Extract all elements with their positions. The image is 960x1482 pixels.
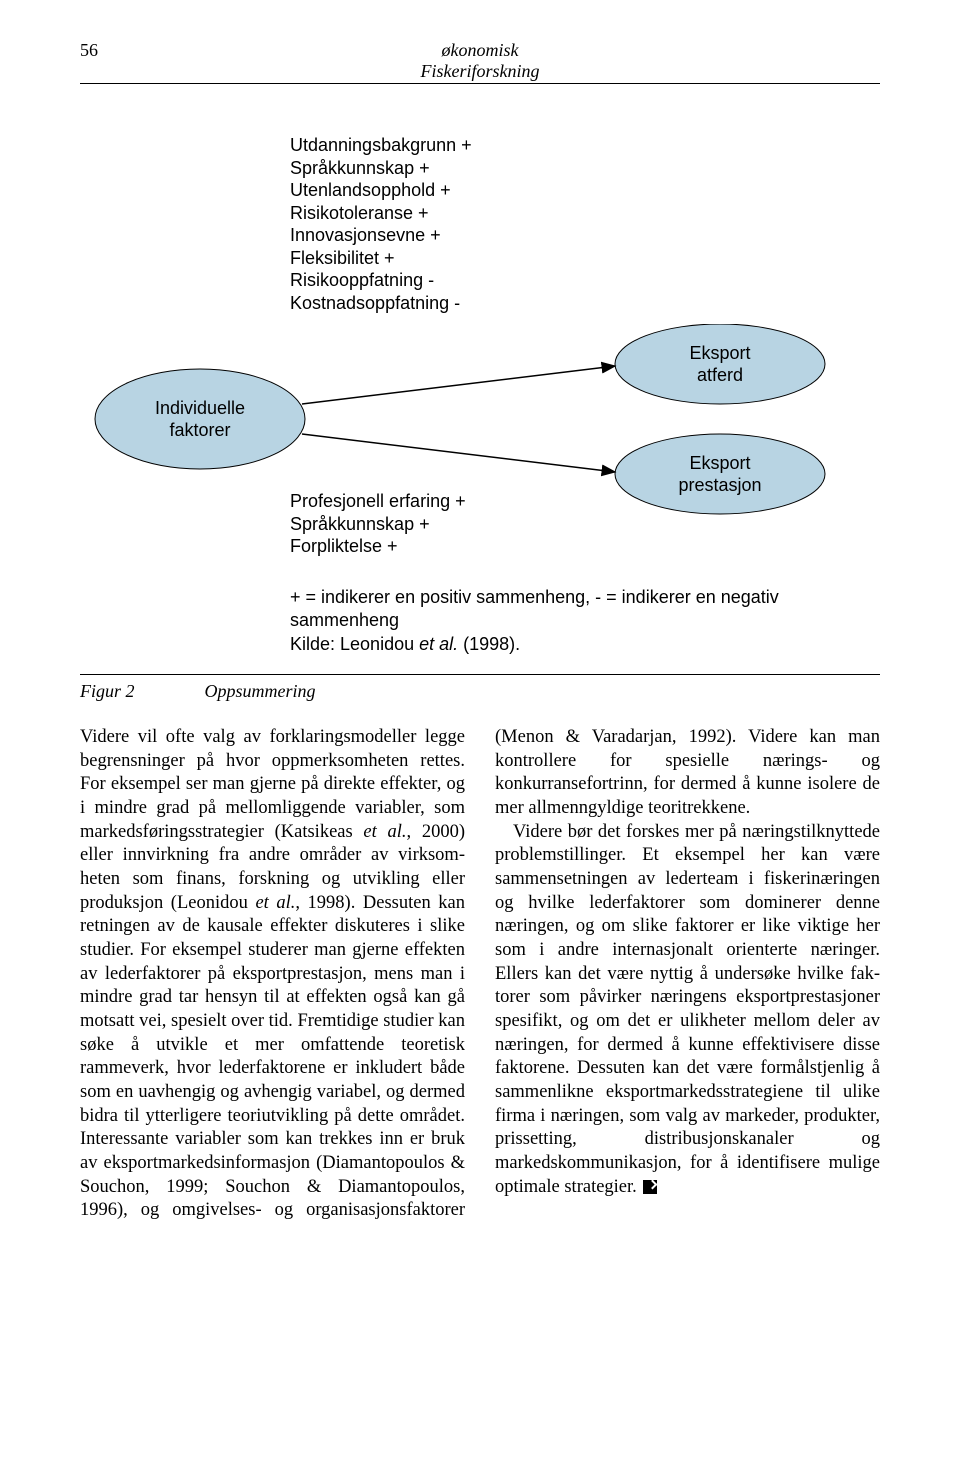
figure-label: Figur 2: [80, 681, 200, 702]
body-paragraph: Videre bør det forskes mer på nærings­ti…: [495, 821, 880, 1200]
legend-source: Kilde: Leonidou et al. (1998).: [290, 633, 880, 656]
legend-line: + = indikerer en positiv sammenheng, - =…: [290, 586, 880, 633]
etal: et al.: [363, 822, 406, 842]
body-text: Videre bør det forskes mer på nærings­ti…: [495, 822, 880, 1197]
node-left-l1: Individuelle: [155, 398, 245, 418]
mid-factor-item: Språkkunnskap +: [290, 513, 880, 536]
mid-factor-item: Forpliktelse +: [290, 535, 880, 558]
page: 56 økonomisk Fiskeriforskning Utdannings…: [0, 0, 960, 1482]
page-header: 56 økonomisk Fiskeriforskning: [80, 40, 880, 84]
journal-title: økonomisk Fiskeriforskning: [120, 40, 840, 81]
legend-source-etal: et al.: [419, 634, 458, 654]
etal: et al.: [255, 893, 295, 913]
factor-item: Utdanningsbakgrunn +: [290, 134, 880, 157]
factor-item: Fleksibilitet +: [290, 247, 880, 270]
factor-item: Risikooppfatning -: [290, 269, 880, 292]
figure-caption: Figur 2 Oppsummering: [80, 681, 880, 702]
node-tr-l2: atferd: [697, 365, 743, 385]
factor-item: Språkkunnskap +: [290, 157, 880, 180]
factor-item: Kostnadsoppfatning -: [290, 292, 880, 315]
journal-title-line1: økonomisk: [442, 40, 519, 60]
factor-list-top: Utdanningsbakgrunn + Språkkunnskap + Ute…: [290, 134, 880, 314]
end-article-icon: [643, 1180, 657, 1194]
figure-rule: [80, 674, 880, 675]
journal-title-line2: Fiskeriforskning: [421, 61, 540, 81]
diagram-legend: + = indikerer en positiv sammenheng, - =…: [290, 586, 880, 656]
factor-item: Innovasjonsevne +: [290, 224, 880, 247]
factor-item: Utenlandsopphold +: [290, 179, 880, 202]
node-br-l1: Eksport: [689, 453, 750, 473]
page-number: 56: [80, 40, 120, 61]
figure-diagram: Utdanningsbakgrunn + Språkkunnskap + Ute…: [80, 134, 880, 656]
factor-item: Risikotoleranse +: [290, 202, 880, 225]
body-columns: Videre vil ofte valg av forklaringsmodel…: [80, 726, 880, 1223]
node-left-l2: faktorer: [169, 420, 230, 440]
legend-source-suffix: (1998).: [458, 634, 520, 654]
node-tr-l1: Eksport: [689, 343, 750, 363]
legend-source-prefix: Kilde: Leonidou: [290, 634, 419, 654]
node-br-l2: prestasjon: [678, 475, 761, 495]
figure-caption-text: Oppsummering: [205, 681, 316, 701]
